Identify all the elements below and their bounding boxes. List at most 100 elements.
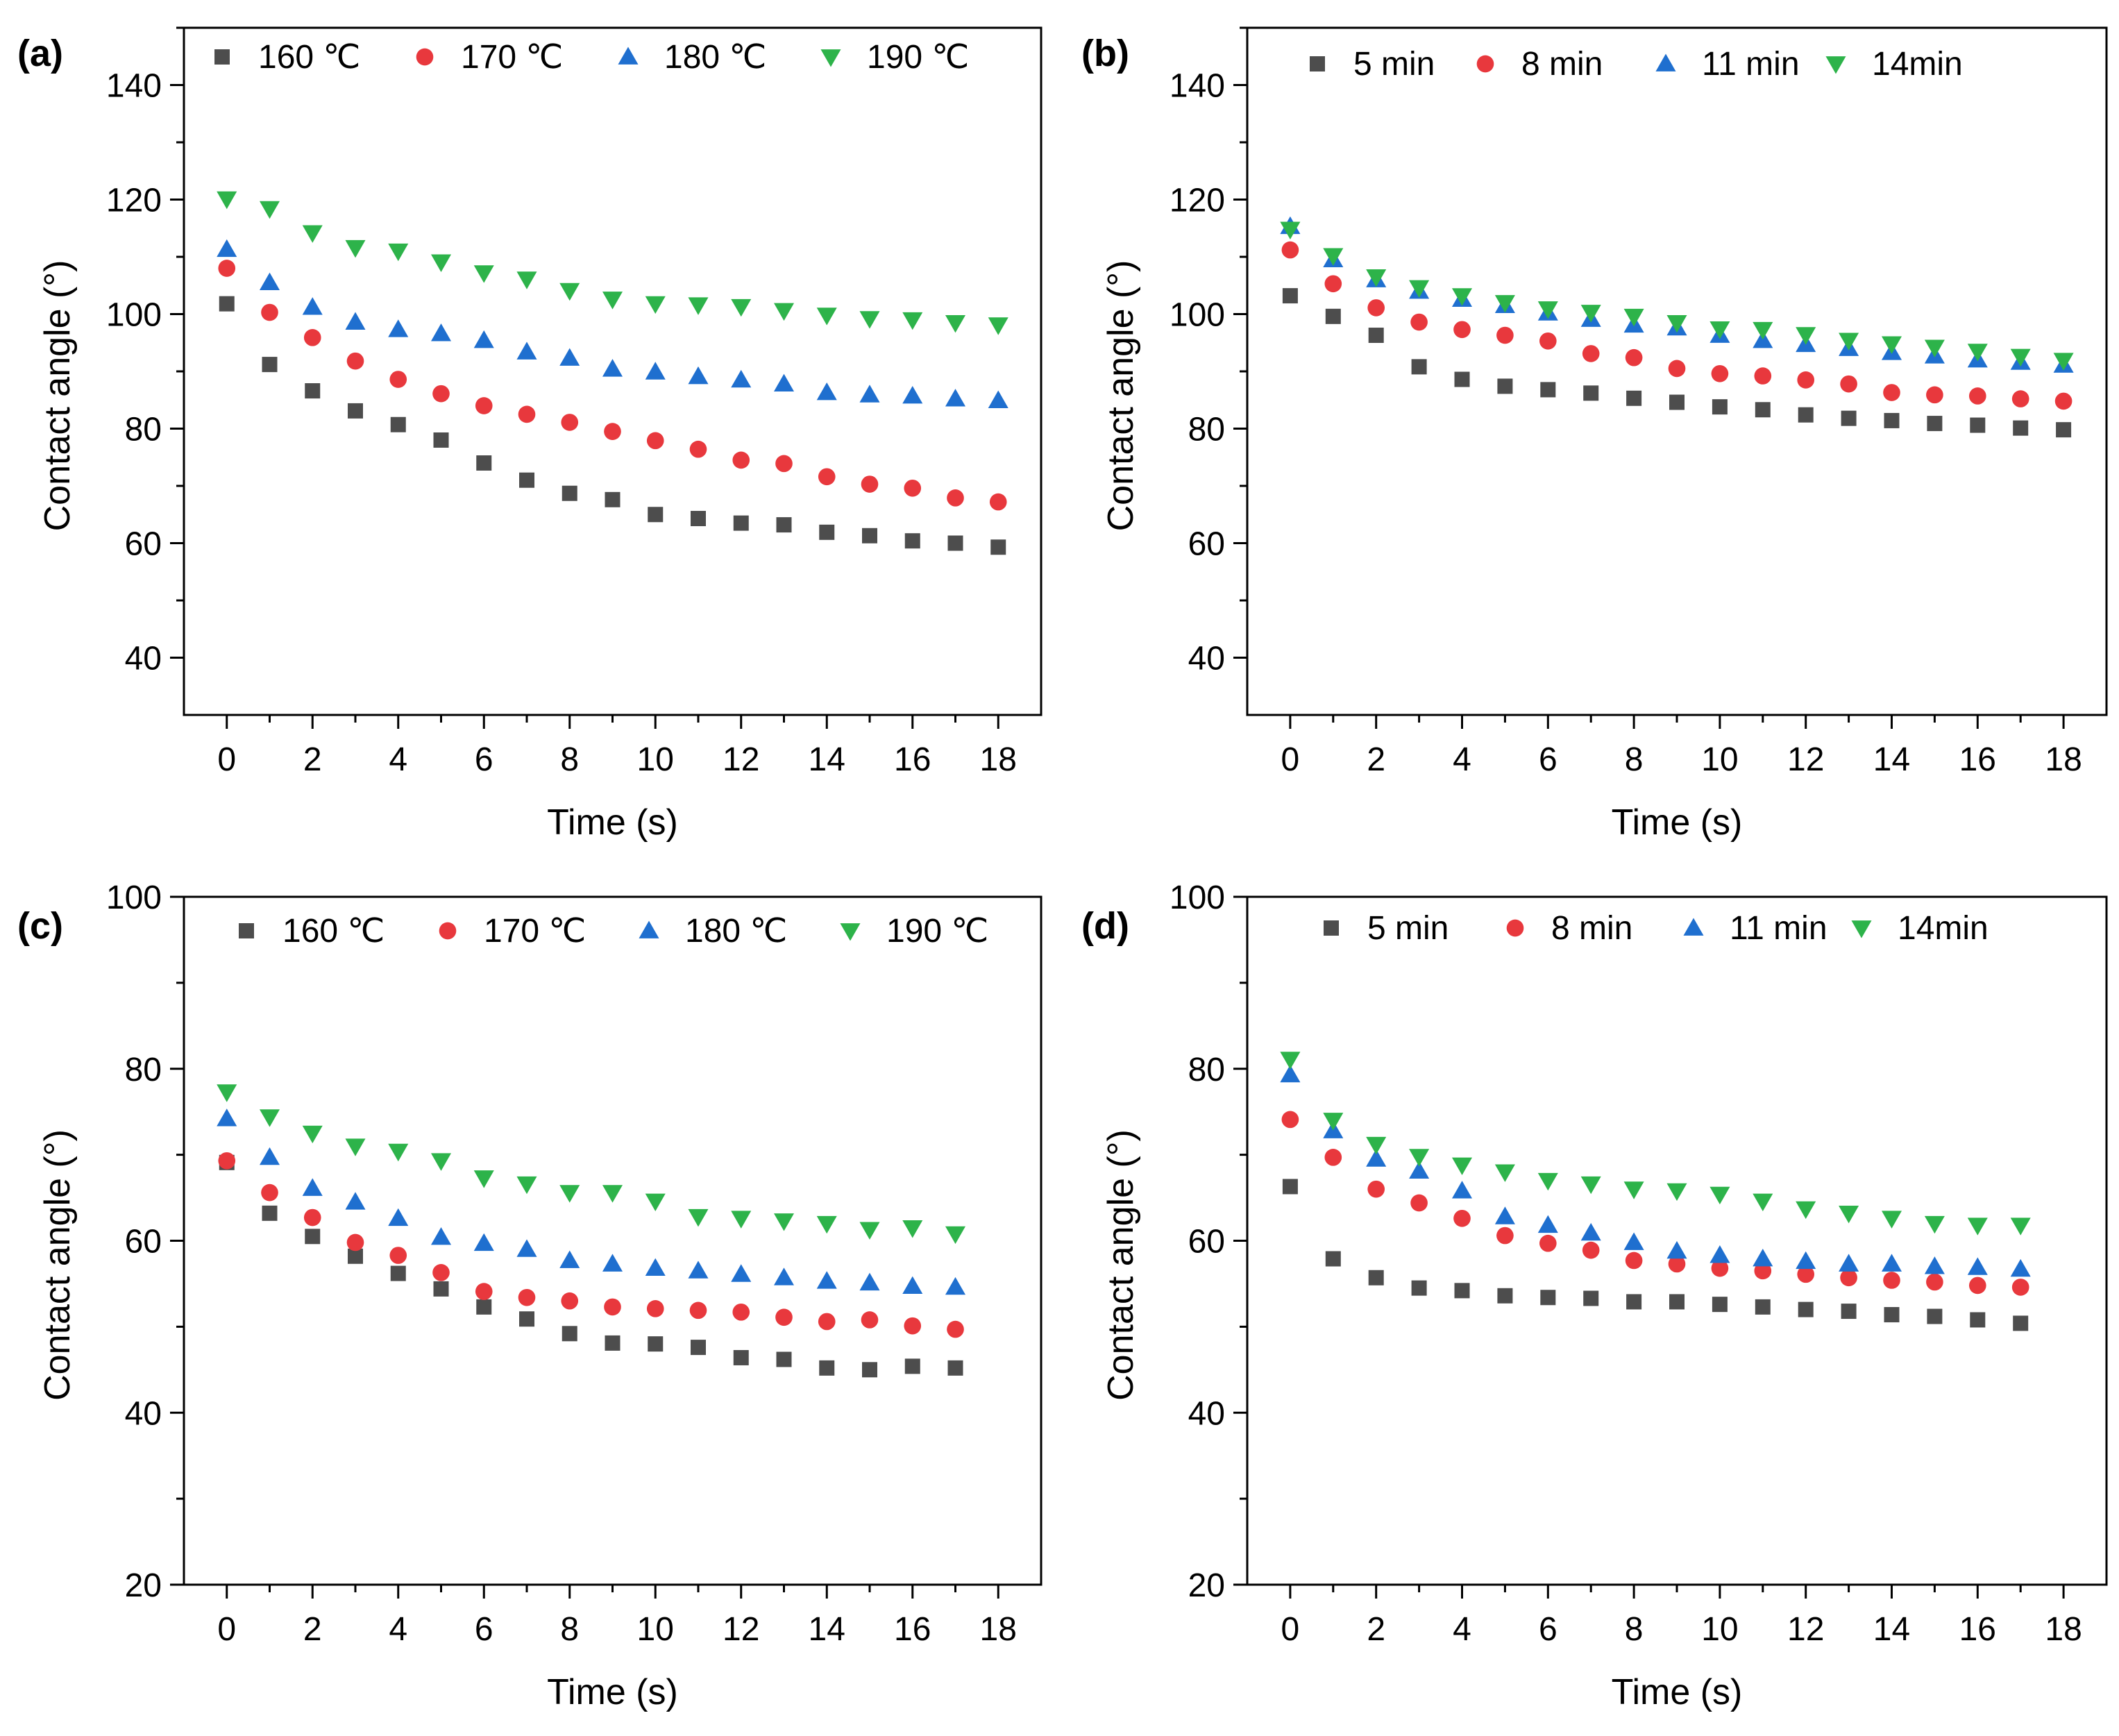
data-point — [1753, 1193, 1773, 1212]
data-point — [945, 314, 966, 333]
data-point — [518, 405, 536, 423]
panel-label: (a) — [17, 33, 63, 74]
x-tick-label: 16 — [1959, 741, 1996, 778]
y-tick-label: 40 — [125, 641, 162, 677]
data-point — [1368, 328, 1384, 344]
y-tick-label: 80 — [125, 1052, 162, 1088]
data-point — [602, 1254, 623, 1272]
data-point — [2013, 420, 2029, 436]
data-point — [1626, 390, 1642, 406]
data-point — [473, 1170, 494, 1188]
x-axis-label: Time (s) — [547, 802, 678, 843]
data-point — [645, 1193, 666, 1212]
data-point — [1968, 387, 1986, 405]
data-point — [1537, 301, 1558, 319]
data-point — [859, 1272, 880, 1291]
y-tick-label: 40 — [1188, 641, 1225, 677]
data-point — [1497, 1288, 1513, 1304]
data-point — [776, 1351, 792, 1367]
data-point — [1453, 321, 1471, 339]
data-point — [1494, 295, 1515, 313]
x-tick-label: 8 — [1625, 1611, 1644, 1648]
data-point — [1539, 1234, 1557, 1252]
data-point — [1411, 359, 1427, 375]
legend-marker — [1476, 55, 1494, 73]
legend-marker — [1310, 56, 1325, 71]
data-point — [773, 303, 795, 321]
x-tick-label: 4 — [389, 1611, 407, 1648]
x-tick-label: 12 — [723, 741, 759, 778]
data-point — [947, 489, 964, 507]
series — [1280, 216, 2074, 373]
data-point — [1409, 1149, 1430, 1167]
data-point — [1367, 299, 1385, 317]
chart-panel-d: 0 2 4 6 8 10 12 14 16 18 20 40 60 80 100 Time (s) Contac… — [1081, 879, 2108, 1712]
x-tick-label: 10 — [1701, 741, 1738, 778]
data-point — [605, 1335, 620, 1351]
data-point — [1755, 402, 1771, 418]
data-point — [348, 1248, 363, 1264]
data-point — [1410, 313, 1428, 331]
data-point — [303, 1208, 321, 1227]
series — [219, 1154, 963, 1378]
data-point — [345, 312, 366, 330]
data-point — [1668, 1255, 1686, 1273]
data-point — [388, 243, 409, 262]
legend-label: 160 ℃ — [282, 913, 385, 950]
data-point — [1625, 348, 1643, 366]
data-point — [1368, 1270, 1384, 1286]
panel-label: (c) — [17, 905, 63, 947]
data-point — [988, 390, 1008, 408]
data-point — [2053, 353, 2074, 371]
data-point — [1881, 1211, 1902, 1229]
data-point — [1709, 1186, 1730, 1205]
data-point — [1797, 371, 1815, 389]
y-tick-label: 120 — [106, 183, 162, 219]
data-point — [1282, 1179, 1298, 1195]
series — [218, 260, 1007, 511]
data-point — [1666, 1183, 1687, 1202]
legend-label: 5 min — [1367, 910, 1449, 947]
data-point — [604, 423, 621, 440]
data-point — [302, 1178, 323, 1196]
data-point — [516, 1176, 537, 1195]
legend-marker — [618, 47, 639, 65]
data-point — [645, 1258, 666, 1276]
y-tick-label: 80 — [1188, 1052, 1225, 1088]
x-tick-label: 14 — [809, 741, 845, 778]
y-tick-label: 60 — [125, 526, 162, 563]
panel-label: (d) — [1081, 905, 1129, 947]
data-point — [818, 1313, 836, 1331]
data-point — [1454, 1283, 1470, 1299]
chart-panel-c: 0 2 4 6 8 10 12 14 16 18 20 40 60 80 100 Time (s) Contac… — [17, 879, 1042, 1712]
y-axis-label: Contact angle (°) — [37, 260, 78, 532]
data-point — [1924, 339, 1945, 357]
legend-marker — [1506, 919, 1524, 937]
series — [1281, 241, 2072, 410]
series — [1281, 1111, 2029, 1296]
x-axis-label: Time (s) — [1612, 1672, 1743, 1712]
data-point — [1367, 1180, 1385, 1198]
series — [217, 1109, 966, 1295]
data-point — [902, 312, 923, 330]
y-tick-label: 120 — [1170, 183, 1225, 219]
data-point — [473, 265, 494, 283]
data-point — [862, 528, 877, 543]
x-tick-label: 14 — [1873, 1611, 1910, 1648]
x-tick-label: 0 — [1281, 1611, 1300, 1648]
data-point — [1711, 364, 1729, 382]
data-point — [773, 1213, 795, 1231]
data-point — [733, 1349, 749, 1365]
series — [217, 191, 1008, 335]
data-point — [388, 1143, 409, 1162]
data-point — [302, 297, 323, 315]
data-point — [688, 1208, 709, 1227]
data-point — [773, 1267, 795, 1286]
data-point — [1580, 1222, 1601, 1241]
data-point — [1410, 1194, 1428, 1212]
data-point — [904, 533, 920, 549]
legend-marker — [1825, 56, 1846, 74]
data-point — [1927, 416, 1943, 432]
data-point — [1669, 1294, 1685, 1310]
y-tick-label: 100 — [1170, 297, 1225, 334]
